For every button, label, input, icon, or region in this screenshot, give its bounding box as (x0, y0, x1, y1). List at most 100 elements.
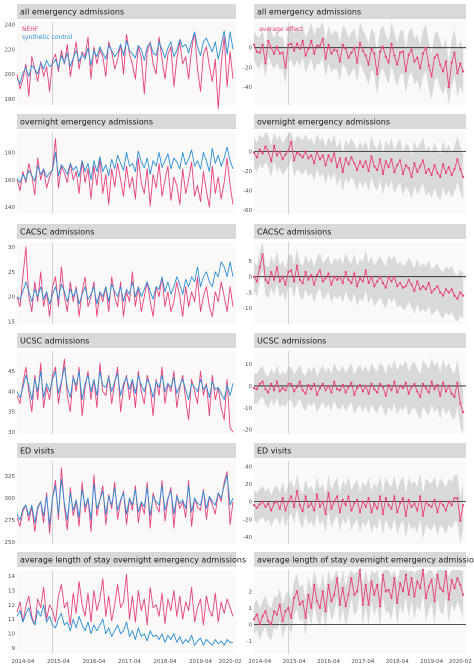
panel-title: UCSC admissions (257, 337, 326, 346)
effect-point (307, 47, 310, 50)
confidence-band (254, 570, 464, 641)
effect-point (456, 158, 459, 161)
panel-background (17, 351, 236, 434)
effect-point (433, 498, 436, 501)
effect-point (330, 391, 333, 394)
effect-point (404, 514, 407, 517)
y-tick-label: 35 (8, 410, 15, 416)
effect-point (336, 166, 339, 169)
effect-point (330, 52, 333, 55)
effect-point (361, 603, 364, 606)
effect-point (453, 294, 456, 297)
effect-point (287, 149, 290, 152)
x-tick-label: 2017-04 (351, 659, 374, 665)
effect-point (310, 274, 313, 277)
effect-point (338, 275, 341, 278)
y-tick-label: -40 (243, 189, 252, 195)
effect-point (304, 270, 307, 274)
effect-point (353, 162, 356, 165)
effect-point (407, 392, 410, 395)
effect-point (379, 158, 382, 161)
effect-point (439, 394, 442, 397)
effect-point (447, 86, 450, 89)
effect-point (399, 281, 402, 285)
effect-point (427, 391, 430, 394)
effect-point (384, 286, 387, 289)
effect-point (416, 56, 419, 59)
panel: average length of stay overnight emergen… (247, 552, 474, 665)
effect-point (427, 504, 430, 507)
panel-title: ED visits (257, 447, 291, 456)
panel-background (17, 570, 236, 654)
effect-point (270, 623, 273, 626)
effect-point (396, 164, 399, 167)
effect-point (407, 167, 410, 170)
effect-point (252, 387, 256, 390)
effect-point (367, 169, 370, 173)
effect-point (376, 507, 379, 510)
effect-point (330, 160, 333, 163)
panel-title: average length of stay overnight emergen… (257, 556, 474, 565)
y-tick-label: 325 (5, 474, 16, 480)
effect-point (390, 158, 393, 161)
effect-point (321, 590, 324, 593)
panel-title: all emergency admissions (20, 8, 124, 17)
effect-point (450, 61, 453, 64)
effect-point (410, 505, 413, 508)
effect-point (313, 283, 316, 286)
effect-point (358, 277, 362, 280)
effect-point (255, 388, 258, 391)
effect-point (307, 157, 310, 160)
panel-title: overnight emergency admissions (257, 118, 390, 127)
effect-point (401, 286, 405, 289)
effect-point (287, 606, 290, 610)
effect-point (341, 170, 344, 174)
effect-point (444, 390, 447, 393)
effect-point (284, 389, 287, 392)
confidence-band (254, 22, 464, 105)
effect-point (356, 61, 359, 64)
effect-point (307, 278, 310, 281)
y-tick-label: 0 (249, 622, 253, 628)
effect-point (401, 172, 405, 176)
effect-point (330, 283, 333, 286)
effect-point (281, 620, 284, 623)
effect-point (373, 52, 376, 55)
effect-point (301, 39, 304, 42)
effect-point (341, 498, 344, 501)
effect-point (252, 504, 256, 507)
effect-point (267, 620, 270, 623)
effect-point (353, 272, 356, 275)
effect-point (444, 288, 447, 291)
effect-point (258, 382, 261, 385)
effect-point (427, 281, 430, 285)
effect-point (439, 291, 442, 294)
effect-point (255, 613, 258, 616)
panel-title: CACSC admissions (257, 228, 331, 237)
effect-point (364, 269, 367, 272)
panel-strip (17, 4, 236, 19)
effect-point (293, 280, 296, 283)
effect-point (421, 568, 425, 572)
effect-point (281, 51, 284, 54)
effect-point (338, 603, 341, 606)
effect-point (447, 500, 450, 503)
effect-point (333, 48, 336, 51)
effect-point (350, 156, 353, 159)
panel: UCSC admissions 10 0 -10 -20 (243, 333, 466, 434)
synthetic-control-line (16, 261, 234, 305)
effect-point (330, 507, 333, 510)
effect-point (301, 281, 304, 285)
effect-point (364, 505, 367, 508)
panel-background (17, 461, 236, 544)
effect-point (419, 67, 422, 70)
effect-point (333, 500, 336, 503)
effect-point (442, 294, 445, 297)
effect-point (310, 502, 313, 505)
y-tick-label: 160 (5, 178, 16, 184)
panel-background (17, 132, 236, 214)
effect-point (444, 60, 447, 63)
effect-point (373, 285, 376, 288)
effect-point (462, 175, 465, 178)
effect-point (315, 150, 319, 153)
